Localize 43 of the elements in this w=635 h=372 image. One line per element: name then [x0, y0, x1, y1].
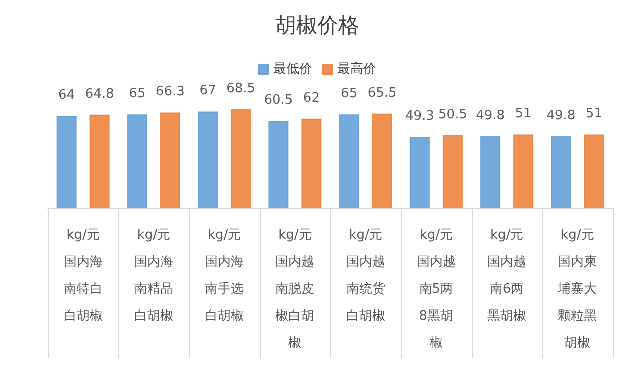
bar [90, 114, 110, 208]
bar [514, 134, 534, 208]
bar [302, 118, 322, 208]
data-label: 67 [200, 84, 216, 99]
chart-title: 胡椒价格 [276, 14, 360, 38]
bar [231, 110, 252, 208]
bar [551, 136, 572, 208]
x-tick-label: kg/元国内越南脱皮椒白胡椒 [276, 228, 315, 351]
legend-label: 最低价 [274, 62, 312, 77]
data-label: 65 [341, 86, 358, 102]
bar [339, 114, 360, 208]
data-label: 62 [303, 90, 320, 106]
data-label: 64 [58, 88, 76, 104]
bar [442, 135, 463, 208]
x-tick-label: kg/元国内海南手选白胡椒 [205, 228, 244, 324]
x-tick-label: kg/元国内海南精品白胡椒 [134, 228, 174, 324]
x-tick-label: kg/元国内越南6两黑胡椒 [488, 228, 527, 324]
data-label: 64.8 [85, 86, 114, 102]
bar [127, 114, 148, 208]
x-tick-label: kg/元国内海南特白白胡椒 [64, 228, 103, 324]
x-tick-label: kg/元国内越南5两8黑胡椒 [416, 228, 456, 351]
bar [198, 112, 218, 208]
bar [410, 137, 430, 208]
data-label: 66.3 [156, 84, 185, 100]
data-label: 65 [129, 86, 146, 102]
x-tick-label: kg/元国内柬埔寨大颗粒黑胡椒 [557, 228, 598, 351]
x-tick-label: kg/元国内越南统货白胡椒 [346, 228, 386, 324]
bar [584, 134, 604, 208]
data-label: 49.8 [546, 108, 576, 124]
bar [480, 136, 501, 208]
data-label: 49.8 [476, 108, 506, 124]
data-label: 50.5 [438, 107, 468, 122]
data-label: 51 [586, 106, 602, 122]
legend-label: 最高价 [338, 61, 376, 77]
bar [268, 121, 289, 208]
data-label: 65.5 [368, 86, 397, 101]
data-label: 49.3 [405, 109, 434, 124]
data-label: 51 [515, 106, 532, 122]
bar [56, 116, 77, 208]
bar [160, 112, 180, 208]
data-label: 68.5 [226, 82, 256, 97]
data-label: 60.5 [264, 93, 294, 108]
bar [372, 114, 392, 208]
